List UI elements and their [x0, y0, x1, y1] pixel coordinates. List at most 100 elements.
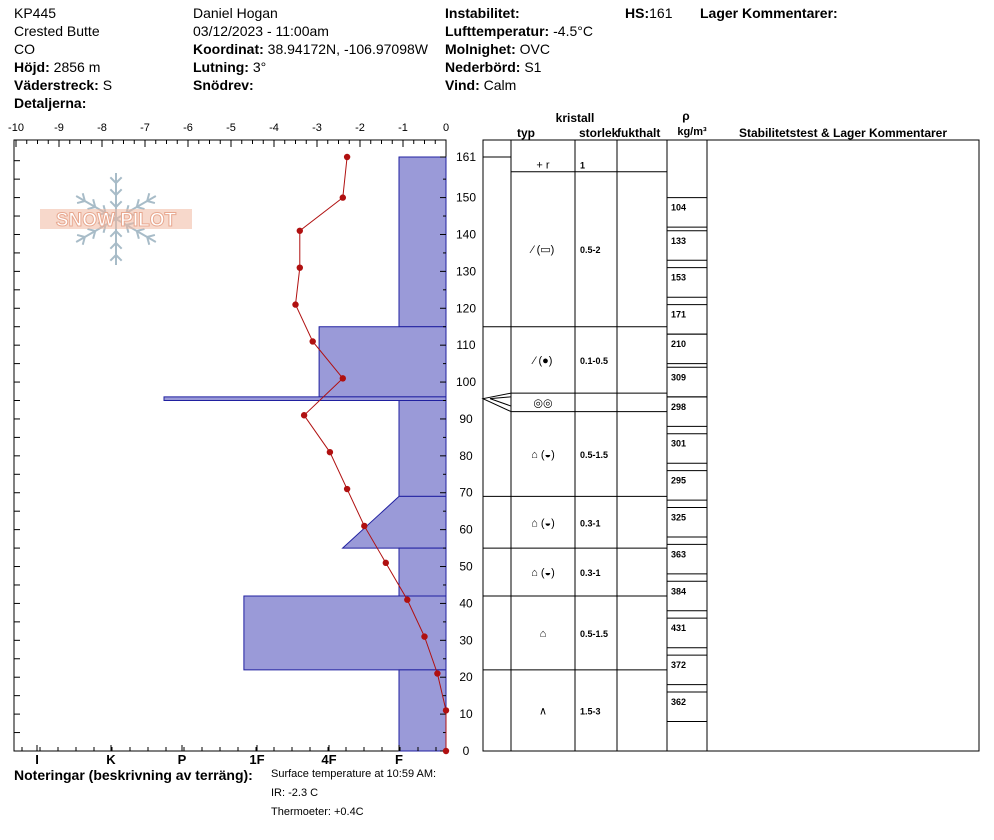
temperature-point: [442, 747, 450, 755]
aspect: Väderstreck: S: [14, 76, 112, 94]
layer-grain-type: ⁄ (▭): [529, 244, 555, 256]
temperature-point: [382, 559, 389, 567]
depth-tick-label: 40: [459, 596, 473, 610]
hardness-profile: [163, 156, 447, 752]
temperature-point: [309, 338, 316, 345]
state: CO: [14, 41, 35, 57]
hardness-tick-label: K: [106, 752, 116, 767]
depth-tick-label: 161: [456, 150, 476, 164]
hardness-segment: [398, 547, 447, 597]
hardness-tick-label: 4F: [321, 752, 336, 767]
header-size: storlek: [579, 126, 619, 140]
layer-grain-type: ⌂: [540, 628, 547, 640]
density-value: 384: [671, 586, 686, 596]
temp-tick-label: -9: [54, 122, 64, 134]
temp-tick-label: -7: [140, 122, 150, 134]
notes-line-3: Thermoeter: +0.4C: [271, 806, 364, 818]
density-value: 210: [671, 339, 686, 349]
air-temperature: Lufttemperatur: -4.5°C: [445, 22, 593, 40]
temperature-point: [339, 375, 346, 382]
notes-label: Noteringar (beskrivning av terräng):: [14, 767, 253, 783]
wind: Vind: Calm: [445, 76, 516, 94]
profile-id: KP445: [14, 5, 57, 21]
depth-tick-label: 0: [463, 744, 470, 758]
precip-value: S1: [524, 59, 542, 75]
temp-tick-label: -6: [183, 122, 193, 134]
hardness-tick-label: P: [178, 752, 187, 767]
temperature-point: [339, 194, 346, 201]
layer-grain-type: ⌂ (◒): [531, 567, 555, 579]
logo-banner: [40, 209, 192, 229]
drift: Snödrev:: [193, 76, 254, 94]
hardness-tick-label: 1F: [249, 752, 264, 767]
hardness-tick-label: F: [395, 752, 403, 767]
notes-line-2: IR: -2.3 C: [271, 787, 319, 799]
layer-grain-type: + r: [536, 159, 549, 171]
snowpilot-logo: SNOW PILOT: [40, 173, 192, 265]
header-crystal: kristall: [556, 111, 595, 125]
temp-tick-label: -4: [269, 122, 279, 134]
hardness-axis: I K P 1F 4F F: [21, 745, 437, 767]
density-value: 295: [671, 476, 686, 486]
sky-label: Molnighet:: [445, 41, 516, 57]
temperature-point: [343, 153, 351, 161]
notes-line-1: Surface temperature at 10:59 AM:: [271, 768, 437, 780]
temperature-point: [442, 707, 450, 714]
wind-value: Calm: [483, 77, 517, 93]
depth-tick-label: 80: [459, 449, 473, 463]
instability-label: Instabilitet:: [445, 5, 520, 21]
depth-tick-label: 150: [456, 191, 476, 205]
density-value: 372: [671, 660, 686, 670]
depth-tick-label: 110: [456, 338, 475, 352]
coordinates: Koordinat: 38.94172N, -106.97098W: [193, 40, 428, 58]
layer-grain-type: ⌂ (◒): [531, 449, 555, 461]
snow-height: HS:161: [625, 4, 672, 22]
density-value: 309: [671, 372, 686, 382]
sky-cover: Molnighet: OVC: [445, 40, 550, 58]
depth-tick-label: 50: [459, 560, 473, 574]
layer-grain-type: ◎◎: [533, 397, 552, 409]
layer-grain-size: 0.3-1: [580, 568, 601, 578]
density-value: 171: [671, 310, 686, 320]
logo-text: SNOW PILOT: [56, 210, 177, 231]
weak-layer-marker: [481, 392, 512, 413]
temperature-point: [404, 596, 411, 603]
temp-tick-label: -2: [355, 122, 365, 134]
density-value: 363: [671, 549, 686, 559]
temperature-profile: [292, 153, 450, 755]
layer-grain-type: ∧: [539, 705, 547, 717]
header-type: typ: [517, 126, 535, 140]
precipitation: Nederbörd: S1: [445, 58, 541, 76]
temperature-point: [361, 522, 368, 530]
depth-tick-label: 70: [459, 486, 473, 500]
depth-tick-label: 140: [456, 227, 476, 241]
elevation-value: 2856 m: [53, 59, 101, 75]
layer-grain-size: 1: [580, 160, 585, 170]
datetime: 03/12/2023 - 11:00am: [193, 23, 329, 39]
hardness-segment: [341, 495, 447, 549]
layer-comments-title: Lager Kommentarer:: [700, 5, 838, 21]
depth-tick-label: 30: [459, 633, 473, 647]
temp-tick-label: -8: [97, 122, 107, 134]
precip-label: Nederbörd:: [445, 59, 521, 75]
sky-value: OVC: [519, 41, 550, 57]
temp-tick-label: -10: [8, 122, 24, 134]
layer-grain-type: ⌂ (◒): [531, 517, 555, 529]
header-density-unit: kg/m³: [677, 126, 707, 138]
density-value: 325: [671, 512, 686, 522]
hardness-segment: [163, 396, 447, 402]
wind-label: Vind:: [445, 77, 480, 93]
layer-grain-size: 0.5-1.5: [580, 629, 608, 639]
layer-grain-size: 0.5-1.5: [580, 450, 608, 460]
airtemp-value: -4.5°C: [553, 23, 593, 39]
layer-grain-size: 1.5-3: [580, 706, 601, 716]
header-stability: Stabilitetstest & Lager Kommentarer: [739, 126, 947, 140]
depth-tick-label: 90: [459, 412, 473, 426]
depth-tick-label: 10: [459, 707, 473, 721]
temperature-point: [296, 264, 303, 271]
details-label: Detaljerna:: [14, 95, 87, 111]
temp-tick-label: -3: [312, 122, 322, 134]
hardness-segment: [318, 326, 447, 398]
location: Crested Butte: [14, 23, 100, 39]
